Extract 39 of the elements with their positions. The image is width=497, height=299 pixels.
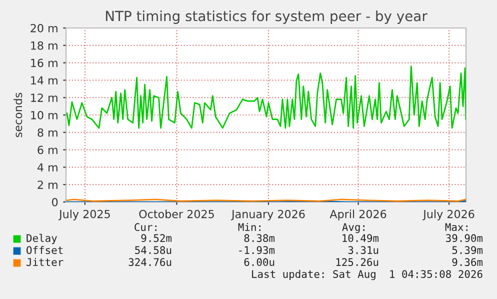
legend-label: Jitter <box>26 258 64 266</box>
y-tick-label: 20 m <box>30 24 58 32</box>
y-tick-label: 0 <box>52 198 58 206</box>
text: 324.76u <box>128 258 172 266</box>
text: 3.31u <box>348 246 378 254</box>
text: 39.90m <box>446 234 483 242</box>
text: Max: <box>445 223 468 232</box>
y-axis-title: seconds <box>14 92 22 138</box>
chart-title: NTP timing statistics for system peer - by year <box>106 10 428 24</box>
text: 10.49m <box>342 234 379 242</box>
y-tick-label: 2 m <box>38 180 58 189</box>
y-tick-label: 14 m <box>31 76 58 84</box>
x-tick-label: July 2025 <box>58 210 110 220</box>
text: Min: <box>238 222 260 231</box>
text: -1.93m <box>239 246 275 254</box>
x-tick-label: July 2026 <box>422 210 474 220</box>
x-tick-label: January 2026 <box>230 210 305 220</box>
text: 9.36m <box>452 258 483 266</box>
y-tick-label: 12 m <box>31 94 58 102</box>
y-tick-label: 8 m <box>38 128 58 137</box>
text: 6.00u <box>244 258 274 266</box>
text: 125.26u <box>336 258 378 266</box>
y-tick-label: 6 m <box>38 146 58 154</box>
text: 9.52m <box>141 234 172 242</box>
text: 5.39m <box>452 246 483 254</box>
line-series <box>66 66 466 129</box>
x-tick-label: April 2026 <box>330 210 386 220</box>
x-tick-label: October 2025 <box>139 210 214 218</box>
legend-label: Offset <box>26 246 63 254</box>
y-tick-label: 18 m <box>31 41 58 50</box>
y-tick-label: 16 m <box>31 58 58 68</box>
text: Last update: Sat Aug 1 04:35:08 2026 <box>252 270 482 280</box>
y-tick-label: 4 m <box>37 163 58 172</box>
text: Avg: <box>342 223 364 234</box>
text: Cur: <box>134 223 156 232</box>
text: 8.38m <box>244 234 275 242</box>
legend-label: Delay <box>26 234 57 244</box>
y-tick-label: 10 m <box>31 110 58 120</box>
text: 54.58u <box>135 246 172 254</box>
